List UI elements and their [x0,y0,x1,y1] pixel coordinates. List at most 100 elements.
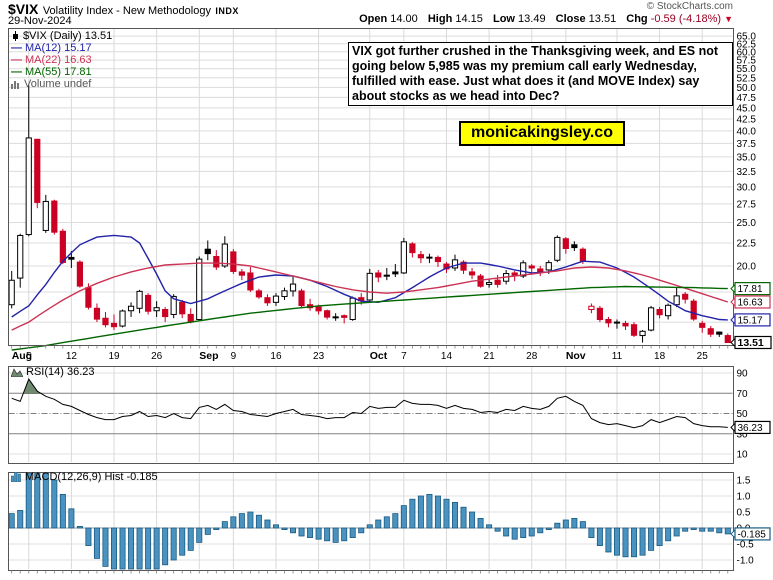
svg-text:Aug: Aug [12,350,32,362]
svg-text:60.0: 60.0 [737,47,757,58]
svg-text:5: 5 [26,351,32,362]
main-legend: $VIX (Daily) 13.51 — MA(12) 15.17 — MA(2… [11,30,112,90]
svg-text:36.23: 36.23 [738,423,763,434]
svg-text:65.0: 65.0 [737,32,757,43]
svg-text:25: 25 [697,351,709,362]
svg-text:47.5: 47.5 [737,93,757,104]
chart-date: 29-Nov-2024 [8,15,72,27]
svg-text:1.0: 1.0 [737,492,751,503]
macd-histogram [8,472,733,570]
close-label: Close [555,13,586,25]
rsi-line [11,378,728,429]
chart-title: $VIX Volatility Index - New Methodology … [8,1,239,19]
svg-text:27.5: 27.5 [737,199,757,210]
svg-text:28: 28 [526,351,538,362]
svg-text:12: 12 [66,351,78,362]
svg-text:50: 50 [737,409,749,420]
low-value: 13.49 [518,13,546,25]
svg-text:11: 11 [612,351,623,362]
ma12-label: MA(12) 15.17 [25,42,92,54]
svg-text:62.5: 62.5 [737,39,757,50]
svg-text:22.5: 22.5 [737,239,757,250]
svg-text:13.51: 13.51 [738,337,764,349]
copyright: © StockCharts.com [646,1,733,12]
volume-label: Volume undef [24,78,92,90]
svg-text:16: 16 [270,351,282,362]
histogram-icon [10,471,22,483]
svg-text:90: 90 [737,369,749,380]
quote-row: Open 14.00 High 14.15 Low 13.49 Close 13… [352,13,733,25]
ma55-label: MA(55) 17.81 [25,66,92,78]
macd-label: MACD(12,26,9) Hist -0.185 [25,471,158,483]
ma12-swatch: — [11,42,22,54]
svg-text:0.5: 0.5 [737,508,751,519]
svg-text:Sep: Sep [199,350,218,362]
rsi-legend: RSI(14) 36.23 [10,366,95,378]
annotation-box: VIX got further crushed in the Thanksgiv… [348,42,733,106]
svg-text:20.0: 20.0 [737,262,757,273]
close-value: 13.51 [588,13,617,25]
svg-text:15.17: 15.17 [738,315,763,326]
svg-text:Oct: Oct [370,350,388,362]
current-value-labels: 17.81 16.63 15.17 13.51 36.23 -0.185 [730,282,772,541]
svg-text:26: 26 [151,351,163,362]
svg-text:55.0: 55.0 [737,64,757,75]
chg-label: Chg [626,13,648,25]
rsi-level-lines [8,392,733,435]
svg-text:Nov: Nov [566,350,586,362]
svg-text:17.81: 17.81 [738,284,763,295]
ma22-swatch: — [11,54,22,66]
svg-text:14: 14 [441,351,453,362]
svg-text:52.5: 52.5 [737,73,757,84]
candlesticks [8,85,731,343]
daily-tick-marks [11,345,729,574]
svg-text:35.0: 35.0 [737,152,757,163]
volume-bars-icon [11,80,21,89]
svg-text:18: 18 [654,351,666,362]
open-value: 14.00 [390,13,418,25]
low-label: Low [492,13,515,25]
symbol: $VIX [8,1,39,17]
down-triangle-icon: ▼ [724,14,733,24]
svg-text:19: 19 [108,351,120,362]
svg-text:57.5: 57.5 [737,56,757,67]
svg-text:-0.5: -0.5 [737,540,755,551]
svg-text:50.0: 50.0 [737,83,757,94]
ma-line-22 [11,262,729,331]
svg-text:25.0: 25.0 [737,218,757,229]
svg-text:21: 21 [484,351,496,362]
svg-text:7: 7 [401,351,407,362]
area-chart-icon [10,367,24,378]
ma55-swatch: — [11,66,22,78]
open-label: Open [359,13,388,25]
svg-text:23: 23 [313,351,325,362]
y-axis-labels: 65.062.560.057.555.052.550.047.545.042.5… [737,32,757,567]
svg-text:-0.185: -0.185 [738,529,767,540]
svg-text:-1.0: -1.0 [737,556,755,567]
svg-text:45.0: 45.0 [737,103,757,114]
panel-borders [8,28,734,571]
high-label: High [427,13,453,25]
macd-legend: MACD(12,26,9) Hist -0.185 [10,471,158,483]
svg-text:30.0: 30.0 [737,182,757,193]
ma22-label: MA(22) 16.63 [25,54,92,66]
svg-text:1.5: 1.5 [737,476,751,487]
rsi-label: RSI(14) 36.23 [26,366,95,378]
symbol-name: Volatility Index - New Methodology [42,5,211,17]
high-value: 14.15 [455,13,483,25]
svg-text:32.5: 32.5 [737,167,757,178]
chg-value: -0.59 (-4.18%) [650,13,722,25]
main-legend-label: $VIX (Daily) 13.51 [23,30,113,42]
exchange-tag: INDX [215,6,239,16]
svg-text:10: 10 [737,450,749,461]
svg-text:42.5: 42.5 [737,115,757,126]
svg-text:37.5: 37.5 [737,139,757,150]
svg-text:70: 70 [737,389,749,400]
svg-text:30: 30 [737,429,749,440]
site-badge: monicakingsley.co [459,121,625,146]
ma-line-55 [11,285,728,351]
svg-text:16.63: 16.63 [738,297,763,308]
candlestick-icon [11,31,20,41]
